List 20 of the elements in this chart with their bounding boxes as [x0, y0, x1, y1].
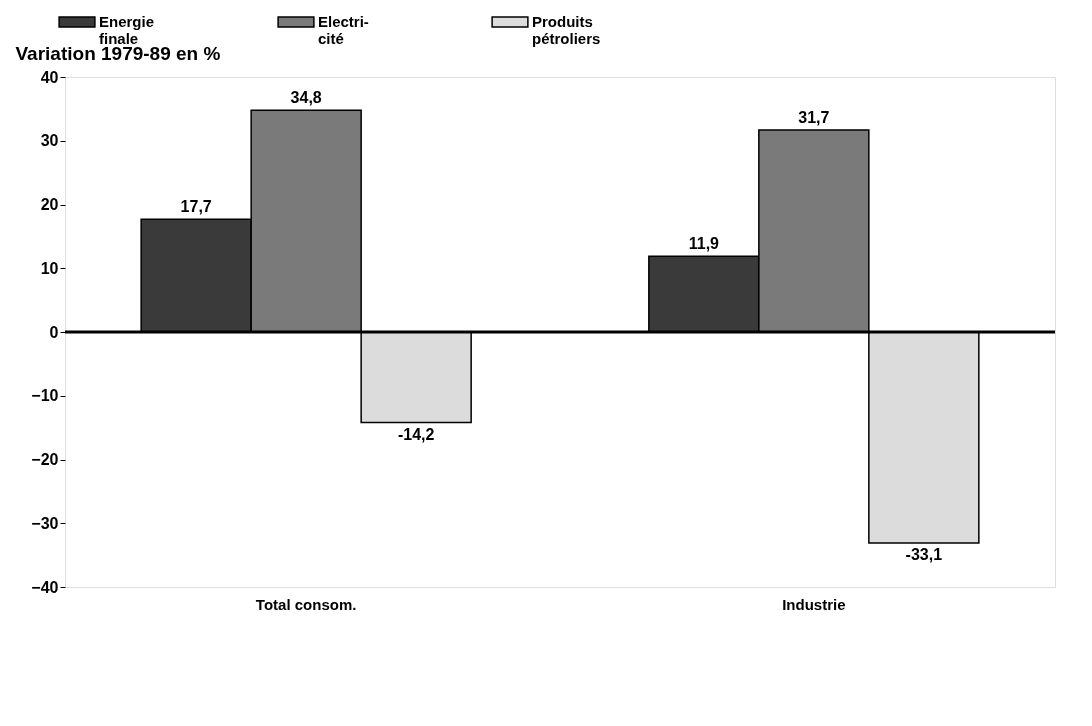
y-tick-label: −30: [31, 514, 59, 532]
x-tick-label: Total consom.: [255, 595, 357, 613]
x-tick-label: Industrie: [782, 595, 846, 613]
y-tick-label: −40: [31, 578, 59, 596]
y-tick-label: 40: [40, 68, 59, 86]
y-tick-label: 0: [49, 323, 59, 341]
legend-label: Produits pétroliers: [532, 13, 601, 47]
data-label: 34,8: [290, 89, 322, 107]
y-tick-label: −10: [31, 387, 59, 405]
y-tick-label: 10: [40, 259, 59, 277]
y-tick-label: 30: [40, 132, 59, 150]
data-label: 31,7: [798, 108, 830, 126]
data-label: -33,1: [905, 546, 943, 564]
legend-label: Electri- cité: [318, 13, 369, 47]
data-label: 17,7: [180, 198, 212, 216]
data-label: 11,9: [688, 235, 720, 253]
data-label: -14,2: [397, 425, 435, 443]
legend-label: Energie finale: [99, 13, 155, 47]
y-tick-label: −20: [31, 451, 59, 468]
y-tick-label: 20: [40, 196, 59, 213]
